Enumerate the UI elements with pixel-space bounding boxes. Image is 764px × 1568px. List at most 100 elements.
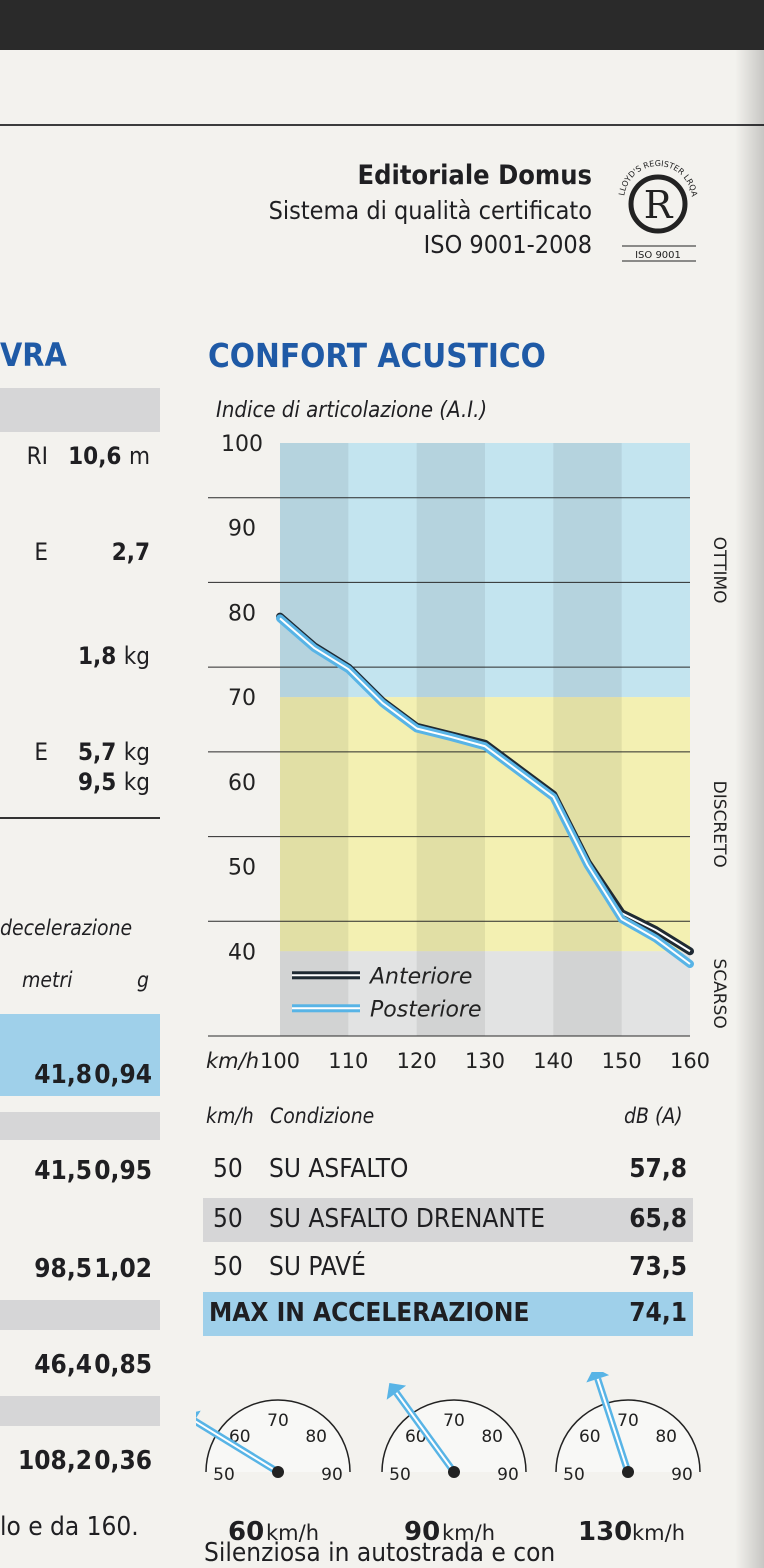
header-rule [0,124,764,126]
gauge-speed: 90 [404,1517,440,1547]
gauge-tick-label: 90 [321,1465,343,1485]
chart-y-label: Indice di articolazione (A.I.) [216,398,488,423]
zone-label-scarso: SCARSO [709,959,729,1029]
left-row-unit: kg [123,768,150,796]
decel-metri: 41,5 [34,1156,92,1186]
table-head-db: dB (A) [624,1104,683,1128]
decel-col-g: g [137,968,149,992]
gauge-dial [555,1399,701,1473]
gauge-tick-label: 60 [579,1427,601,1447]
decel-heading: decelerazione [0,916,133,940]
legend-label: Posteriore [370,997,482,1022]
y-tick-label: 70 [228,686,256,711]
quality-system-line: Sistema di qualità certificato [268,196,592,225]
condition-kmh: 50 [213,1204,243,1234]
zone-label-discreto: DISCRETO [709,781,729,868]
gauge-tick-label: 70 [267,1411,289,1431]
gauge-unit: km/h [266,1521,319,1545]
decel-g: 0,94 [94,1060,152,1090]
gauge-tick-label: 80 [305,1427,327,1447]
left-row-unit: kg [123,642,150,670]
chart-stripe [553,443,622,1036]
max-acceleration-db: 74,1 [629,1298,687,1328]
left-shade-band [0,388,160,432]
decel-col-metri: metri [22,968,73,992]
decel-g: 0,95 [94,1156,152,1186]
y-tick-label: 60 [228,771,256,796]
left-row-unit: m [128,442,150,470]
seal-letter: R [644,183,674,227]
gauge-tick-label: 90 [497,1465,519,1485]
legend-label: Anteriore [368,964,472,989]
gauge-needle-arrowhead [196,1410,201,1419]
gauge-hub [622,1466,634,1478]
condition-label: SU ASFALTO DRENANTE [269,1204,545,1234]
page-fold-shadow [735,50,764,1568]
x-tick-label: 120 [397,1049,437,1073]
condition-db: 65,8 [629,1204,687,1234]
gauge-needle-arrowhead [586,1372,610,1383]
left-shade-band [0,1112,160,1140]
decel-highlight [0,1014,160,1096]
condition-kmh: 50 [213,1252,243,1282]
decel-g: 0,36 [94,1446,152,1476]
condition-row: 50 SU ASFALTO DRENANTE 65,8 [203,1198,693,1242]
x-tick-label: 150 [602,1049,642,1073]
gauge-130: 50 60 70 80 90 130 km/h [555,1372,701,1547]
condition-db: 57,8 [629,1154,687,1184]
left-row-1: RI 10,6 m [0,434,160,480]
left-footer-text: lo e da 160. [0,1512,139,1542]
left-row-label: E [34,538,48,566]
left-shade-band [0,1396,160,1426]
chart-stripe [280,443,349,1036]
x-tick-label: 140 [533,1049,573,1073]
condition-label: SU PAVÉ [269,1252,366,1282]
left-divider [0,817,160,819]
left-row-value: 5,7 [78,738,117,766]
x-tick-label: 110 [328,1049,368,1073]
y-tick-label: 40 [228,940,256,965]
gauge-needle-core [596,1378,629,1473]
iso-line: ISO 9001-2008 [423,230,592,259]
zone-band [280,443,690,698]
decel-metri: 108,2 [18,1446,92,1476]
table-head-kmh: km/h [206,1104,254,1128]
gauge-tick-label: 70 [443,1411,465,1431]
decel-row-3: 98,5 1,02 [0,1254,160,1284]
gauge-needle-arrowhead [386,1383,407,1400]
gauge-tick-label: 70 [617,1411,639,1431]
x-tick-label: 160 [670,1049,710,1073]
gauge-needle-core [196,1420,279,1473]
gauge-unit: km/h [632,1521,685,1545]
gauge-tick-label: 80 [655,1427,677,1447]
left-row-unit: kg [123,738,150,766]
decel-g: 1,02 [94,1254,152,1284]
y-tick-label: 90 [228,517,256,542]
gauge-tick-label: 50 [563,1465,585,1485]
decel-g: 0,85 [94,1350,152,1380]
gauge-hub [272,1466,284,1478]
left-row-value: 2,7 [111,538,150,566]
gauge-tick-label: 80 [481,1427,503,1447]
condition-row: 50 SU ASFALTO 57,8 [203,1148,693,1192]
decel-row-5: 108,2 0,36 [0,1446,160,1476]
y-tick-label: 80 [228,601,256,626]
chart-title: CONFORT ACUSTICO [208,336,546,375]
condition-row: 50 SU PAVÉ 73,5 [203,1246,693,1290]
decel-metri: 46,4 [34,1350,92,1380]
publisher-name: Editoriale Domus [357,160,592,191]
gauge-tick-label: 50 [389,1465,411,1485]
decel-metri: 41,8 [34,1060,92,1090]
gauge-hub [448,1466,460,1478]
left-row-label: E [34,738,48,766]
left-section-title: VRA [0,336,67,374]
gauge-tick-label: 50 [213,1465,235,1485]
condition-db: 73,5 [629,1252,687,1282]
left-shade-band [0,1300,160,1330]
y-tick-label: 100 [221,432,263,457]
left-row-value: 9,5 [78,768,117,796]
x-tick-label: 130 [465,1049,505,1073]
gauge-speed: 60 [228,1517,264,1547]
